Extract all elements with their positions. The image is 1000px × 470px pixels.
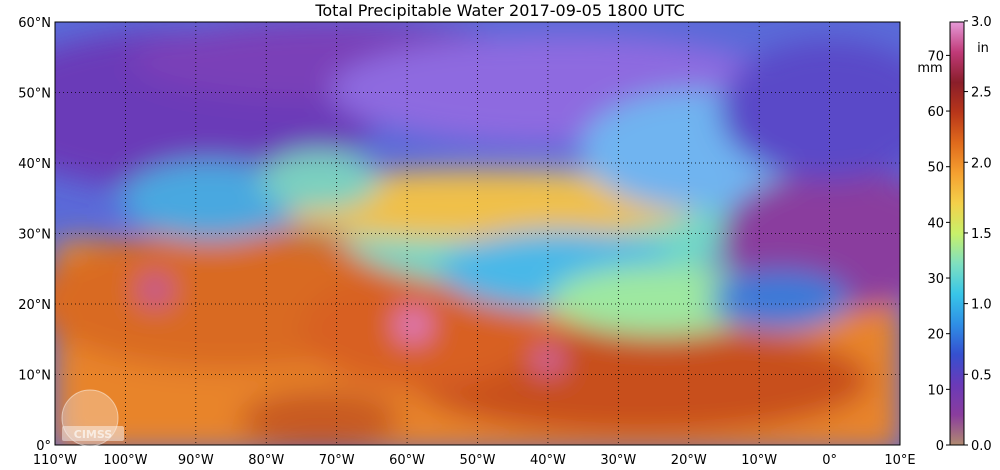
colorbar-gradient	[949, 21, 965, 446]
colorbar-mm-label: 70	[927, 49, 944, 64]
logo-text: CIMSS	[74, 428, 113, 441]
latitude-labels: 60°N 50°N 40°N 30°N 20°N 10°N 0°	[18, 16, 51, 454]
colorbar-mm-label: 30	[927, 272, 944, 287]
colorbar-in-label: 0.0	[971, 439, 992, 454]
colorbar-in-label: 2.0	[971, 156, 992, 171]
colorbar-mm-ticks: 0 10 20 30 40 50 60 70	[927, 49, 950, 454]
lon-label: 40°W	[530, 453, 566, 468]
lon-label: 100°W	[103, 453, 147, 468]
colorbar-in-ticks: 0.0 0.5 1.0 1.5 2.0 2.5 3.0	[964, 15, 992, 454]
lon-label: 10°W	[741, 453, 777, 468]
map-grid	[55, 22, 900, 445]
lon-label: 10°E	[884, 453, 915, 468]
lat-label: 50°N	[18, 87, 51, 102]
colorbar-mm-label: 0	[936, 439, 944, 454]
colorbar-unit-in: in	[977, 41, 989, 56]
lon-label: 90°W	[178, 453, 214, 468]
colorbar-in-label: 3.0	[971, 15, 992, 30]
colorbar-in-label: 1.0	[971, 298, 992, 313]
colorbar-in-label: 2.5	[971, 86, 992, 101]
lat-label: 40°N	[18, 157, 51, 172]
lat-label: 10°N	[18, 369, 51, 384]
cimss-logo: CIMSS	[61, 389, 124, 447]
colorbar-mm-label: 40	[927, 216, 944, 231]
lon-label: 20°W	[671, 453, 707, 468]
colorbar-mm-label: 60	[927, 105, 944, 120]
lon-label: 0°	[822, 453, 837, 468]
lon-label: 70°W	[319, 453, 355, 468]
colorbar-in-label: 0.5	[971, 368, 992, 383]
lon-label: 30°W	[600, 453, 636, 468]
colorbar-unit-mm: mm	[917, 61, 942, 76]
lat-label: 60°N	[18, 16, 51, 31]
lat-label: 20°N	[18, 298, 51, 313]
tpw-field	[55, 22, 900, 445]
lon-label: 110°W	[33, 453, 77, 468]
lat-label: 30°N	[18, 228, 51, 243]
colorbar-mm-label: 50	[927, 161, 944, 176]
lon-label: 60°W	[389, 453, 425, 468]
lon-label: 50°W	[460, 453, 496, 468]
map-frame	[54, 21, 901, 446]
colorbar: mm in 0 10 20 30 40 50 60 70 0.0 0.5 1.0 1.5 2.0 2.5…	[917, 15, 991, 454]
lat-label: 0°	[36, 439, 51, 454]
colorbar-mm-label: 10	[927, 383, 944, 398]
longitude-labels: 110°W 100°W 90°W 80°W 70°W 60°W 50°W 40°W 30°W 20…	[33, 453, 916, 468]
colorbar-in-label: 1.5	[971, 227, 992, 242]
chart-title: Total Precipitable Water 2017-09-05 1800…	[315, 1, 685, 20]
colorbar-mm-label: 20	[927, 328, 944, 343]
lon-label: 80°W	[248, 453, 284, 468]
